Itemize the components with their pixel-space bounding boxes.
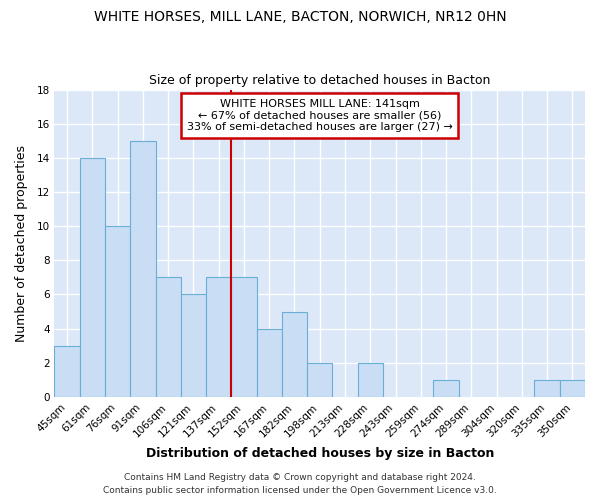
Bar [55,346,80,397]
Bar [282,312,307,397]
X-axis label: Distribution of detached houses by size in Bacton: Distribution of detached houses by size … [146,447,494,460]
Bar [433,380,458,397]
Bar [130,141,155,397]
Bar [206,278,231,397]
Bar [358,363,383,397]
Bar [307,363,332,397]
Bar [80,158,105,397]
Text: WHITE HORSES, MILL LANE, BACTON, NORWICH, NR12 0HN: WHITE HORSES, MILL LANE, BACTON, NORWICH… [94,10,506,24]
Bar [560,380,585,397]
Text: WHITE HORSES MILL LANE: 141sqm
← 67% of detached houses are smaller (56)
33% of : WHITE HORSES MILL LANE: 141sqm ← 67% of … [187,99,452,132]
Bar [535,380,560,397]
Text: Contains HM Land Registry data © Crown copyright and database right 2024.
Contai: Contains HM Land Registry data © Crown c… [103,474,497,495]
Bar [181,294,206,397]
Bar [105,226,130,397]
Y-axis label: Number of detached properties: Number of detached properties [15,145,28,342]
Bar [257,328,282,397]
Bar [155,278,181,397]
Title: Size of property relative to detached houses in Bacton: Size of property relative to detached ho… [149,74,490,87]
Bar [231,278,257,397]
